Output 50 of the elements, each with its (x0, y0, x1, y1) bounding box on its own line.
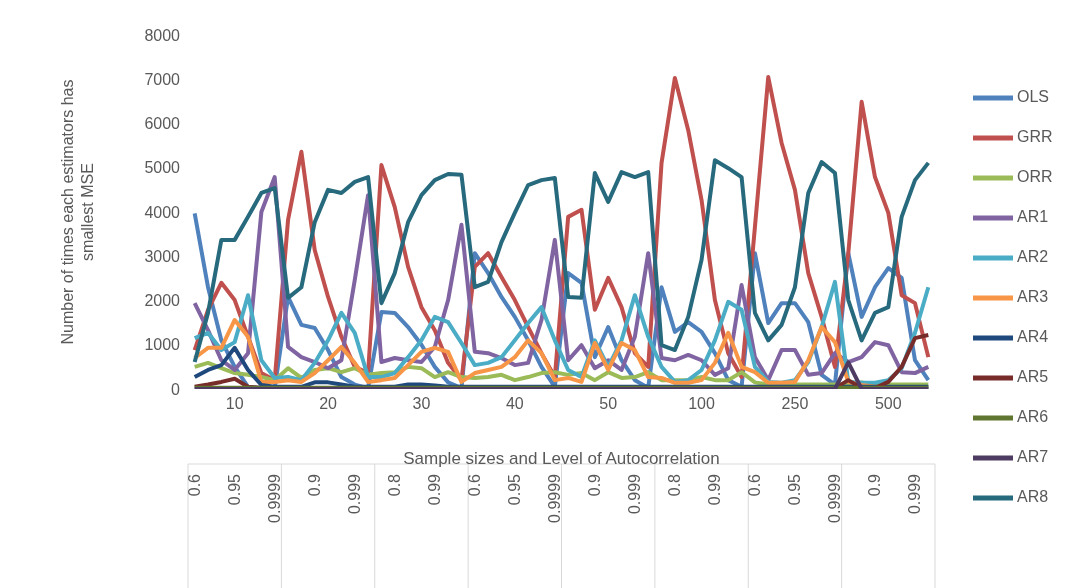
text: 40 (505, 395, 524, 412)
x-tick-label: 0.9999 (826, 473, 844, 523)
y-axis-title: Number of times each estimators has smallest MSE (59, 79, 96, 345)
y-tick-label: 1000 (144, 336, 181, 354)
x-tick-label: 0.6 (186, 473, 204, 497)
legend-label: GRR (1017, 128, 1053, 146)
text: 250 (781, 395, 809, 412)
x-tick-label: 0.9 (866, 473, 884, 497)
x-tick-label: 0.99 (426, 473, 444, 506)
text: 10 (225, 395, 244, 412)
x-tick-label: 0.9 (586, 473, 604, 497)
y-tick-label: 4000 (144, 203, 181, 221)
legend-label: AR2 (1017, 248, 1049, 266)
x-axis-title: Sample sizes and Level of Autocorrelation (403, 449, 720, 468)
legend-label: ORR (1017, 168, 1053, 186)
x-tick-label: 0.9 (306, 473, 324, 497)
y-tick-label: 0 (171, 380, 181, 398)
y-tick-label: 8000 (144, 26, 181, 44)
text: 100 (688, 395, 716, 412)
legend-label: AR1 (1017, 208, 1049, 226)
x-tick-label: 0.6 (746, 473, 764, 497)
x-tick-label: 0.9999 (546, 473, 564, 523)
legend-label: AR8 (1017, 488, 1049, 506)
legend-label: OLS (1017, 88, 1050, 106)
text: 50 (599, 395, 618, 412)
x-tick-label: 0.999 (626, 473, 644, 515)
legend-label: AR4 (1017, 328, 1049, 346)
y-tick-label: 2000 (144, 292, 181, 310)
x-tick-label: 0.95 (506, 473, 524, 506)
x-tick-label: 0.95 (226, 473, 244, 506)
line-series (192, 158, 931, 365)
y-tick-label: 6000 (144, 115, 181, 133)
x-tick-label: 0.6 (466, 473, 484, 497)
y-tick-label: 7000 (144, 70, 181, 88)
y-tick-label: 5000 (144, 159, 181, 177)
text: 500 (874, 395, 902, 412)
text: 30 (412, 395, 431, 412)
x-tick-label: 0.8 (666, 473, 684, 497)
y-tick-label: 3000 (144, 247, 181, 265)
x-tick-label: 0.95 (786, 473, 804, 506)
x-tick-label: 0.8 (386, 473, 404, 497)
x-tick-label: 0.999 (906, 473, 924, 515)
x-tick-label: 0.99 (706, 473, 724, 506)
x-tick-label: 0.999 (346, 473, 364, 515)
legend-label: AR3 (1017, 288, 1049, 306)
legend-label: AR5 (1017, 368, 1049, 386)
x-tick-label: 0.9999 (266, 473, 284, 523)
legend-label: AR7 (1017, 448, 1049, 466)
text: 20 (319, 395, 338, 412)
legend-label: AR6 (1017, 408, 1049, 426)
